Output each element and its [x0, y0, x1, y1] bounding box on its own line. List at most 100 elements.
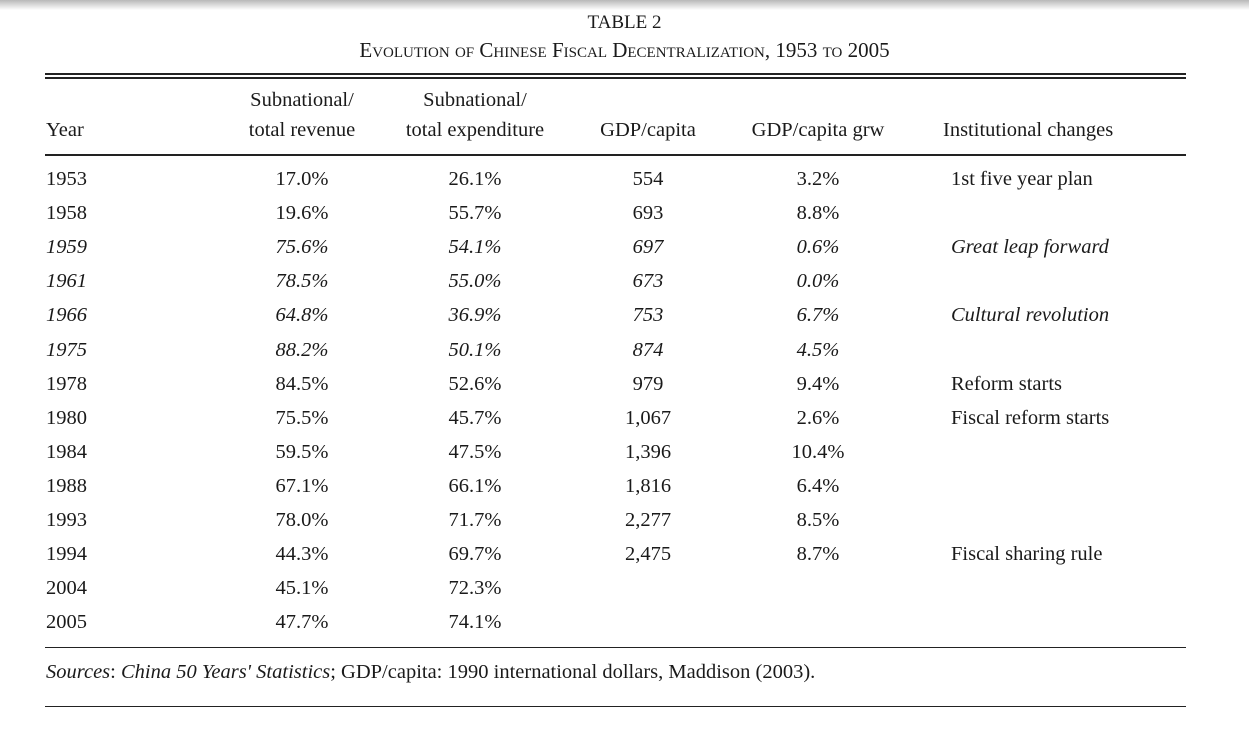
cell-expenditure: 52.6%	[448, 372, 502, 395]
cell-year: 1988	[46, 474, 87, 497]
cell-expenditure: 55.7%	[448, 202, 502, 225]
table-title: Evolution of Chinese Fiscal Decentraliza…	[359, 38, 890, 62]
table-row: 1975 88.2% 50.1% 874 4.5%	[0, 339, 1249, 373]
table-row: 2005 47.7% 74.1%	[0, 611, 1249, 645]
sources-rest: ; GDP/capita: 1990 international dollars…	[330, 661, 816, 683]
sources-label: Sources	[46, 661, 111, 683]
cell-gdp-growth: 6.7%	[796, 304, 840, 327]
cell-gdp-growth: 10.4%	[791, 440, 845, 463]
header-institutional: Institutional changes	[943, 119, 1114, 141]
cell-gdp-growth: 8.5%	[796, 509, 840, 531]
cell-revenue: 75.6%	[275, 236, 329, 259]
cell-institutional: Reform starts	[951, 372, 1063, 395]
cell-gdp: 1,816	[624, 474, 672, 497]
cell-year: 1994	[46, 543, 87, 566]
cell-revenue: 64.8%	[275, 304, 329, 327]
table-row: 1993 78.0% 71.7% 2,277 8.5%	[0, 509, 1249, 543]
cell-expenditure: 47.5%	[448, 440, 502, 463]
cell-gdp: 1,396	[624, 440, 672, 463]
cell-revenue: 44.3%	[275, 543, 329, 566]
header-expenditure-1: Subnational/	[423, 89, 527, 111]
cell-expenditure: 55.0%	[448, 270, 502, 293]
cell-gdp: 2,277	[624, 509, 672, 531]
header-year: Year	[46, 119, 84, 141]
cell-gdp-growth: 8.8%	[796, 202, 840, 225]
cell-gdp-growth: 6.4%	[796, 474, 840, 497]
cell-expenditure: 74.1%	[448, 611, 502, 634]
table-row: 1961 78.5% 55.0% 673 0.0%	[0, 270, 1249, 304]
top-shadow	[0, 0, 1249, 10]
cell-gdp: 979	[632, 372, 664, 395]
top-rule-2	[45, 77, 1186, 79]
cell-year: 1966	[46, 304, 87, 327]
sources-sep: :	[110, 661, 121, 683]
cell-revenue: 78.5%	[275, 270, 329, 293]
table-row: 1953 17.0% 26.1% 554 3.2% 1st five year plan	[0, 168, 1249, 202]
cell-gdp: 554	[632, 168, 664, 190]
cell-gdp-growth: 0.6%	[796, 236, 840, 259]
cell-gdp: 697	[632, 236, 664, 259]
cell-gdp: 673	[632, 270, 664, 293]
sources-work: China 50 Years' Statistics	[120, 661, 331, 683]
cell-expenditure: 45.7%	[448, 406, 502, 429]
cell-expenditure: 36.9%	[448, 304, 502, 327]
cell-gdp: 1,067	[624, 406, 672, 429]
cell-expenditure: 69.7%	[448, 543, 502, 566]
table-row: 1984 59.5% 47.5% 1,396 10.4%	[0, 441, 1249, 475]
cell-institutional: Great leap forward	[951, 236, 1109, 259]
cell-year: 1984	[46, 440, 87, 463]
cell-revenue: 75.5%	[275, 406, 329, 429]
cell-revenue: 47.7%	[275, 611, 329, 634]
cell-revenue: 88.2%	[275, 338, 329, 361]
header-gdp: GDP/capita	[600, 119, 696, 141]
cell-revenue: 45.1%	[275, 577, 329, 600]
cell-expenditure: 72.3%	[448, 577, 502, 600]
cell-revenue: 19.6%	[275, 202, 329, 225]
header-revenue-1: Subnational/	[250, 89, 354, 111]
cell-year: 1993	[46, 509, 87, 531]
cell-revenue: 78.0%	[275, 509, 329, 531]
cell-gdp-growth: 0.0%	[796, 270, 840, 293]
cell-year: 1959	[46, 236, 87, 259]
cell-year: 1978	[46, 372, 87, 395]
cell-gdp: 753	[632, 304, 664, 327]
table-row: 1980 75.5% 45.7% 1,067 2.6% Fiscal reform sta…	[0, 407, 1249, 441]
header-revenue-2: total revenue	[248, 119, 356, 141]
table-row: 1988 67.1% 66.1% 1,816 6.4%	[0, 475, 1249, 509]
header-grw: GDP/capita grw	[751, 119, 885, 141]
header-rule	[45, 154, 1186, 156]
cell-expenditure: 66.1%	[448, 474, 502, 497]
cell-expenditure: 54.1%	[448, 236, 502, 259]
cell-year: 2004	[46, 577, 87, 600]
cell-expenditure: 26.1%	[448, 168, 502, 190]
table-row: 2004 45.1% 72.3%	[0, 577, 1249, 611]
cell-institutional: 1st five year plan	[951, 168, 1093, 190]
cell-expenditure: 71.7%	[448, 509, 502, 531]
cell-institutional: Fiscal sharing rule	[951, 543, 1103, 566]
top-rule	[45, 73, 1186, 75]
cell-gdp: 874	[632, 338, 664, 361]
cell-year: 1961	[46, 270, 87, 293]
cell-revenue: 67.1%	[275, 474, 329, 497]
cell-expenditure: 50.1%	[448, 338, 502, 361]
cell-revenue: 17.0%	[275, 168, 329, 190]
table-row: 1994 44.3% 69.7% 2,475 8.7% Fiscal sharing ru…	[0, 543, 1249, 577]
cell-year: 2005	[46, 611, 87, 634]
table-row: 1959 75.6% 54.1% 697 0.6% Great leap forward	[0, 236, 1249, 270]
sources-note: Sources: China 50 Years' Statistics; GDP…	[46, 661, 815, 684]
cell-year: 1953	[46, 168, 87, 190]
table-row: 1978 84.5% 52.6% 979 9.4% Reform starts	[0, 373, 1249, 407]
cell-gdp-growth: 2.6%	[796, 406, 840, 429]
cell-gdp-growth: 9.4%	[796, 372, 840, 395]
table-row: 1966 64.8% 36.9% 753 6.7% Cultural revolution	[0, 304, 1249, 338]
cell-institutional: Fiscal reform starts	[951, 406, 1110, 429]
header-expenditure-2: total expenditure	[405, 119, 545, 141]
cell-year: 1980	[46, 406, 87, 429]
cell-institutional: Cultural revolution	[951, 304, 1110, 327]
cell-revenue: 84.5%	[275, 372, 329, 395]
bottom-rule	[45, 647, 1186, 649]
cell-gdp-growth: 3.2%	[796, 168, 840, 190]
table-row: 1958 19.6% 55.7% 693 8.8%	[0, 202, 1249, 236]
cell-revenue: 59.5%	[275, 440, 329, 463]
cell-gdp: 2,475	[624, 543, 672, 566]
